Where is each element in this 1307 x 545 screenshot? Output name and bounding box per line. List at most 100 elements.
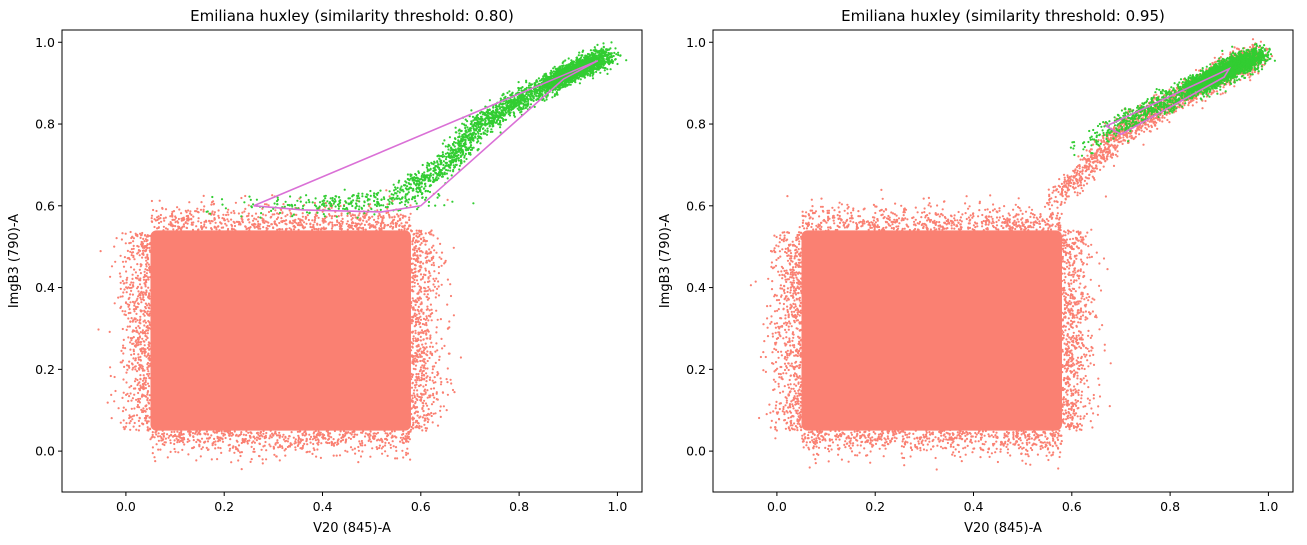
green-point [343, 208, 347, 211]
salmon-point [126, 276, 129, 279]
salmon-point [144, 383, 147, 386]
salmon-point [129, 392, 132, 395]
salmon-point [437, 294, 441, 297]
green-point [458, 128, 461, 131]
green-point [516, 107, 519, 110]
salmon-point [241, 211, 244, 214]
salmon-point [297, 443, 300, 446]
green-point [243, 201, 246, 204]
salmon-point [422, 273, 426, 276]
salmon-point [213, 211, 216, 214]
salmon-point [420, 302, 423, 305]
salmon-point [137, 290, 140, 293]
salmon-point [147, 278, 150, 281]
salmon-point [281, 228, 284, 231]
salmon-point [368, 432, 371, 436]
salmon-point [224, 403, 227, 406]
salmon-point [434, 361, 437, 364]
green-point [434, 204, 437, 207]
salmon-point [424, 383, 427, 387]
salmon-point [271, 213, 274, 216]
salmon-point [190, 223, 193, 226]
green-point [428, 164, 431, 167]
salmon-point [411, 381, 414, 384]
salmon-point [147, 295, 150, 298]
salmon-point [290, 228, 293, 231]
salmon-point [142, 374, 145, 377]
salmon-point [426, 298, 429, 301]
salmon-point [353, 433, 356, 436]
green-point [308, 211, 311, 214]
salmon-point [181, 433, 184, 436]
salmon-point [177, 217, 180, 221]
green-point [424, 185, 427, 188]
salmon-point [139, 296, 142, 299]
green-point [517, 81, 520, 84]
green-point [446, 145, 449, 148]
salmon-point [131, 251, 135, 254]
green-point [286, 203, 289, 207]
green-point [458, 135, 461, 138]
green-point [209, 212, 212, 215]
green-point [386, 205, 389, 209]
green-point [492, 106, 495, 109]
salmon-point [191, 447, 194, 450]
salmon-point [130, 353, 133, 356]
green-point [529, 90, 533, 93]
salmon-point [368, 222, 371, 225]
salmon-point [144, 380, 147, 384]
salmon-point [153, 218, 156, 221]
green-point [405, 181, 408, 184]
salmon-point [414, 337, 417, 340]
green-point [259, 216, 262, 219]
salmon-point [431, 421, 434, 424]
salmon-point [155, 443, 158, 446]
salmon-point [432, 283, 435, 286]
salmon-point [132, 240, 135, 243]
salmon-point [412, 257, 416, 261]
salmon-point [253, 441, 256, 444]
salmon-point [423, 290, 426, 293]
salmon-point [251, 441, 254, 444]
salmon-point [183, 443, 186, 446]
salmon-point [331, 223, 334, 226]
salmon-point [132, 357, 135, 360]
green-point [342, 207, 345, 210]
green-point [603, 50, 606, 53]
salmon-point [439, 377, 442, 380]
salmon-point [380, 228, 383, 231]
green-point [343, 188, 346, 191]
green-point [464, 141, 467, 144]
salmon-point [361, 441, 364, 445]
salmon-point [312, 442, 315, 446]
salmon-point [428, 378, 431, 381]
salmon-point [120, 238, 123, 241]
salmon-point [143, 354, 146, 357]
salmon-point [416, 410, 419, 413]
salmon-point [369, 430, 372, 433]
green-point [449, 162, 452, 165]
salmon-point [430, 319, 433, 322]
green-point [499, 131, 502, 134]
salmon-point [276, 439, 279, 442]
salmon-point [284, 440, 287, 443]
green-point [355, 199, 358, 202]
salmon-point [119, 275, 122, 278]
salmon-point [149, 438, 152, 441]
green-point [535, 94, 538, 97]
salmon-point [314, 217, 317, 220]
salmon-point [381, 252, 384, 255]
green-point [610, 55, 614, 59]
salmon-point [411, 397, 414, 400]
salmon-point [416, 339, 419, 343]
salmon-point [426, 389, 429, 392]
green-point [438, 168, 441, 172]
salmon-point [411, 345, 414, 349]
salmon-point [425, 380, 428, 383]
salmon-point [382, 227, 386, 230]
salmon-point [290, 431, 293, 434]
salmon-point [316, 442, 319, 445]
green-point [329, 197, 332, 200]
salmon-point [423, 414, 426, 417]
salmon-point [431, 371, 434, 374]
